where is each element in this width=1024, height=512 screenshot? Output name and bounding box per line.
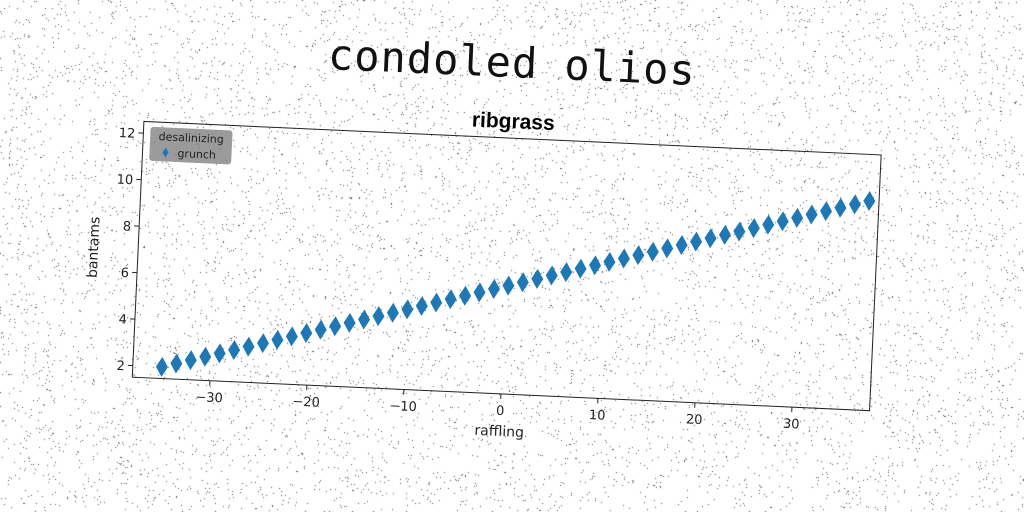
data-point-diamond xyxy=(690,231,703,252)
data-point-diamond xyxy=(386,302,399,323)
data-point-diamond xyxy=(213,343,226,364)
data-point-diamond xyxy=(776,211,789,232)
chart-title: ribgrass xyxy=(471,108,555,135)
data-point-diamond xyxy=(560,262,573,283)
data-point-diamond xyxy=(617,248,630,269)
data-point-diamond xyxy=(762,214,775,235)
data-point-diamond xyxy=(574,258,587,279)
data-point-diamond xyxy=(199,346,212,367)
data-point-diamond xyxy=(358,309,371,330)
data-point-diamond xyxy=(805,204,818,225)
data-point-diamond xyxy=(646,241,659,262)
data-point-diamond xyxy=(271,329,284,350)
x-tick-label: 10 xyxy=(589,408,606,424)
data-point-diamond xyxy=(718,224,731,245)
data-point-diamond xyxy=(589,255,602,276)
y-tick-label: 4 xyxy=(118,312,127,327)
plot-area-frame xyxy=(131,120,882,412)
y-axis-label: bantams xyxy=(85,216,104,278)
data-point-diamond xyxy=(430,292,443,313)
y-tick-label: 10 xyxy=(116,172,133,188)
data-point-diamond xyxy=(848,194,861,215)
data-point-diamond xyxy=(661,238,674,259)
data-point-diamond xyxy=(502,275,515,296)
data-point-diamond xyxy=(242,336,255,357)
data-point-diamond xyxy=(473,282,486,303)
x-tick-label: 30 xyxy=(783,417,800,433)
y-tick-label: 2 xyxy=(116,359,125,374)
legend-marker-diamond-icon xyxy=(162,147,169,158)
data-point-diamond xyxy=(516,272,529,293)
data-point-diamond xyxy=(675,235,688,255)
y-tick-label: 8 xyxy=(122,219,131,234)
data-point-diamond xyxy=(459,285,472,306)
y-tick-label: 12 xyxy=(118,126,135,142)
data-point-diamond xyxy=(704,228,717,249)
data-point-diamond xyxy=(733,221,746,242)
data-point-diamond xyxy=(863,190,876,211)
data-point-diamond xyxy=(300,323,313,344)
data-point-diamond xyxy=(487,279,500,300)
data-point-diamond xyxy=(632,245,645,266)
data-point-diamond xyxy=(545,265,558,286)
data-point-diamond xyxy=(531,268,544,289)
data-point-diamond xyxy=(603,251,616,272)
y-tick-label: 6 xyxy=(120,266,129,281)
data-point-diamond xyxy=(343,312,356,333)
data-point-diamond xyxy=(444,289,457,310)
y-axis-ticks: 2 4 6 8 10 12 xyxy=(116,126,144,374)
data-point-diamond xyxy=(834,197,847,218)
data-point-diamond xyxy=(155,356,168,377)
x-axis-label: raffling xyxy=(474,423,524,441)
x-axis-ticks: −30 −20 −10 0 10 20 30 xyxy=(195,380,800,432)
data-point-diamond xyxy=(747,218,760,239)
data-points xyxy=(155,190,876,377)
data-point-diamond xyxy=(401,299,414,320)
legend-title: desalinizing xyxy=(158,130,224,146)
data-point-diamond xyxy=(314,319,327,340)
data-point-diamond xyxy=(285,326,298,347)
data-point-diamond xyxy=(228,339,241,360)
data-point-diamond xyxy=(791,207,804,228)
data-point-diamond xyxy=(415,295,428,316)
legend-box xyxy=(149,126,233,165)
x-tick-label: 0 xyxy=(496,404,505,419)
data-point-diamond xyxy=(256,333,269,354)
data-point-diamond xyxy=(372,306,385,327)
x-tick-label: −20 xyxy=(292,394,320,410)
data-point-diamond xyxy=(170,353,183,374)
legend-series-label: grunch xyxy=(177,147,216,162)
x-tick-label: 20 xyxy=(686,412,703,428)
x-tick-label: −30 xyxy=(195,390,223,406)
x-tick-label: −10 xyxy=(389,399,417,415)
data-point-diamond xyxy=(184,350,197,371)
data-point-diamond xyxy=(329,316,342,337)
legend: desalinizing grunch xyxy=(149,126,233,165)
data-point-diamond xyxy=(820,201,833,222)
